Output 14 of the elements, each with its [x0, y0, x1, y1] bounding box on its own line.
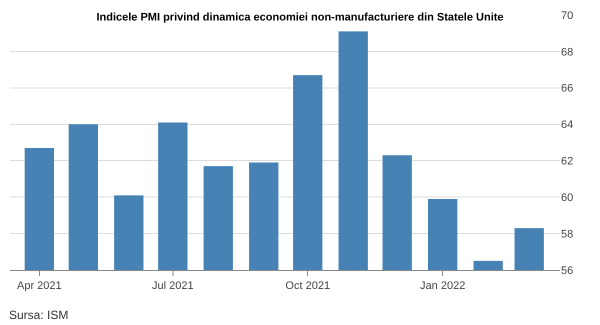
- x-tick-label: Oct 2021: [285, 280, 330, 292]
- y-tick-label: 58: [561, 228, 574, 240]
- y-tick-label: 68: [561, 46, 574, 58]
- y-tick-label: 64: [561, 119, 574, 132]
- y-tick-label: 60: [561, 192, 574, 204]
- chart-title: Indicele PMI privind dinamica economiei non-manufacturiere din Statele Unite: [96, 12, 504, 24]
- x-tick-label: Apr 2021: [17, 280, 62, 292]
- y-tick-label: 66: [561, 82, 574, 95]
- x-tick-label: Jul 2021: [152, 280, 194, 292]
- y-tick-label: 62: [561, 156, 574, 168]
- text: Sursa: ISM: [9, 308, 68, 322]
- y-tick-label: 70: [561, 10, 574, 22]
- x-tick-label: Jan 2022: [420, 280, 466, 292]
- y-tick-label: 56: [561, 264, 574, 277]
